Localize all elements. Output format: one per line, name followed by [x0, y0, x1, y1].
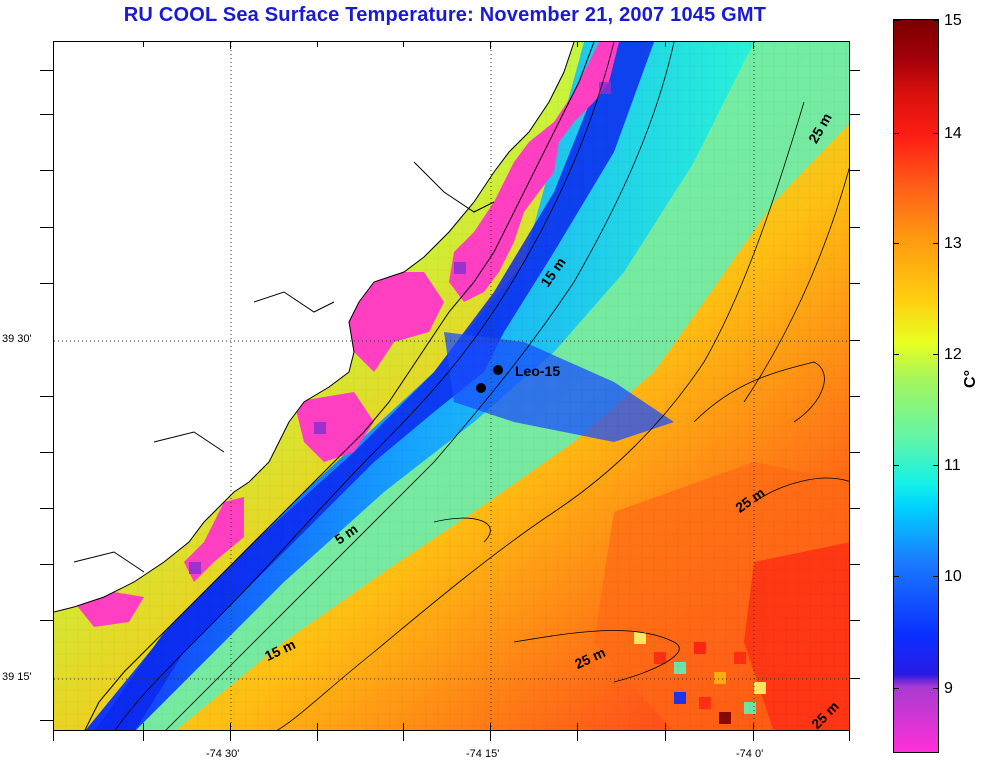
colorbar-tick-label: 10 [944, 568, 962, 585]
leo15-marker [476, 383, 486, 393]
colorbar-tick-label: 14 [944, 125, 962, 142]
sst-map[interactable]: 25 m 15 m 5 m 25 m 15 m 25 m 25 m Leo-15 [53, 41, 850, 731]
colorbar-tick-label: 13 [944, 235, 962, 252]
bathymetry-contours [114, 42, 849, 730]
map-title: RU COOL Sea Surface Temperature: Novembe… [123, 4, 767, 26]
colorbar-tick-label: 11 [944, 457, 961, 474]
lon-label: -74 0' [736, 748, 764, 760]
colorbar-unit-label: C° [961, 370, 979, 388]
lat-label: 39 15' [2, 671, 32, 683]
land [54, 42, 574, 612]
map-grid [54, 42, 849, 730]
coastline [54, 42, 595, 730]
station-label: Leo-15 [515, 363, 561, 379]
colorbar-tick-label: 9 [944, 680, 953, 697]
lat-label: 39 30' [2, 333, 32, 345]
leo15-marker [493, 365, 503, 375]
colorbar-tick-label: 15 [944, 12, 962, 29]
lon-label: -74 30' [206, 748, 240, 760]
lon-label: -74 15' [466, 748, 500, 760]
temperature-colorbar [893, 19, 939, 753]
sst-map-canvas [54, 42, 849, 730]
colorbar-tick-label: 12 [944, 346, 962, 363]
